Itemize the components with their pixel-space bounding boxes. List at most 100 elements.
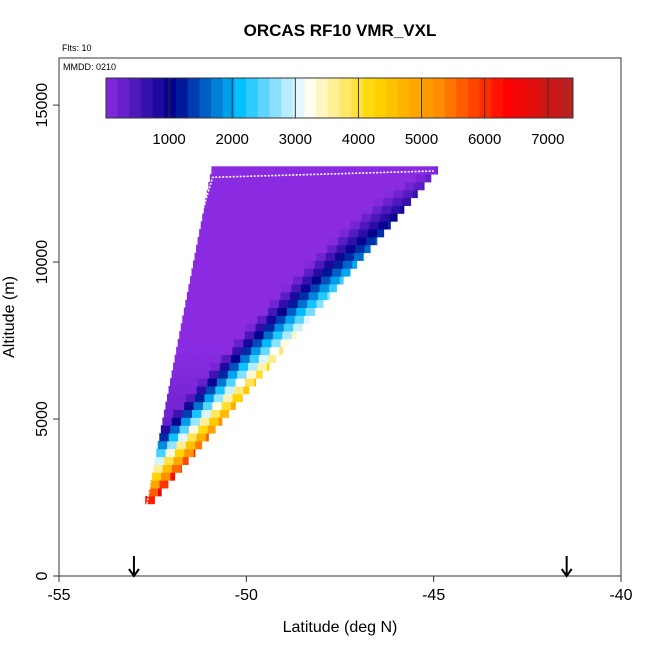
heatmap-cell <box>174 401 185 411</box>
heatmap-cell <box>225 284 236 293</box>
heatmap-cell <box>181 417 191 426</box>
heatmap-cell <box>202 401 213 411</box>
heatmap-cell <box>205 338 216 348</box>
y-tick-label: 5000 <box>34 401 51 437</box>
heatmap-cell <box>304 315 310 324</box>
colorbar-segment <box>502 78 516 118</box>
heatmap-cell <box>187 433 198 442</box>
colorbar-segment <box>327 78 340 118</box>
heatmap-cell <box>215 386 226 395</box>
colorbar-segment <box>304 78 317 118</box>
heatmap-cell <box>285 268 295 277</box>
heatmap-cell <box>170 425 180 434</box>
heatmap-cell <box>212 401 223 411</box>
heatmap-cell <box>288 252 298 261</box>
heatmap-cell <box>269 346 280 356</box>
heatmap-cell <box>216 378 227 387</box>
heatmap-cell <box>248 362 258 371</box>
heatmap-cell <box>280 338 290 348</box>
heatmap-cell <box>242 244 253 254</box>
heatmap-cell <box>241 393 243 403</box>
heatmap-cell <box>294 315 305 324</box>
heatmap-cell <box>165 448 176 458</box>
heatmap-cell <box>210 315 221 324</box>
heatmap-cell <box>328 284 337 293</box>
heatmap-cell <box>350 174 361 183</box>
heatmap-cell <box>266 315 277 324</box>
heatmap-cell <box>297 299 308 308</box>
heatmap-cell <box>400 205 405 214</box>
colorbar: 1000 2000 3000 4000 5000 6000 7000 <box>105 77 574 148</box>
heatmap-cell <box>284 174 295 183</box>
heatmap-cell <box>280 197 290 206</box>
heatmap-cell <box>317 244 328 254</box>
heatmap-cell <box>237 174 248 183</box>
heatmap-cell <box>310 236 320 246</box>
heatmap-cell <box>345 197 356 206</box>
heatmap-cell <box>311 276 322 285</box>
heatmap-cell <box>263 331 274 340</box>
heatmap-cell <box>244 236 255 246</box>
down-arrow-icon <box>560 556 573 578</box>
colorbar-segment <box>456 78 469 118</box>
heatmap-cell <box>185 441 196 450</box>
colorbar-segment <box>257 78 270 118</box>
heatmap-cell <box>308 244 319 254</box>
heatmap-cell <box>253 236 264 246</box>
heatmap-cell <box>258 213 269 222</box>
heatmap-cell <box>252 197 262 206</box>
heatmap-cell <box>228 221 239 230</box>
colorbar-segment <box>514 78 527 118</box>
heatmap-cell <box>316 299 324 308</box>
heatmap-cell <box>294 221 305 230</box>
heatmap-cell <box>210 409 221 418</box>
heatmap-cell <box>259 205 270 214</box>
heatmap-cell <box>327 197 337 206</box>
heatmap-cell <box>257 362 268 371</box>
heatmap-cell <box>277 307 288 316</box>
heatmap-cell <box>318 291 328 301</box>
x-axis: -55 -50 -45 -40 <box>47 576 633 604</box>
heatmap-cell <box>292 229 303 238</box>
heatmap-cell <box>203 252 214 261</box>
colorbar-segment <box>549 78 562 118</box>
heatmap-cell <box>166 393 177 403</box>
heatmap-cell <box>330 276 341 285</box>
heatmap-cell <box>150 480 160 489</box>
heatmap-cell <box>274 276 285 285</box>
heatmap-cell <box>348 182 359 191</box>
heatmap-cell <box>230 354 241 363</box>
heatmap-cell <box>255 276 266 285</box>
heatmap-cell <box>191 362 202 371</box>
heatmap-cell <box>154 456 165 465</box>
colorbar-segment <box>246 78 259 118</box>
heatmap-cell <box>196 386 207 395</box>
heatmap-cell <box>314 307 317 316</box>
heatmap-cell <box>264 276 275 285</box>
heatmap-cell <box>219 315 230 324</box>
heatmap-cell <box>223 197 234 206</box>
heatmap-cell <box>313 221 323 230</box>
heatmap-cell <box>250 299 261 308</box>
heatmap-cell <box>179 378 190 387</box>
heatmap-cell <box>244 189 255 199</box>
heatmap-cell <box>180 323 191 332</box>
heatmap-cell <box>377 229 385 238</box>
heatmap-cell <box>199 417 210 426</box>
heatmap-cell <box>250 205 261 214</box>
heatmap-cell <box>243 291 253 301</box>
heatmap-cell <box>321 276 331 285</box>
heatmap-cell <box>208 229 219 238</box>
heatmap-cell <box>199 370 210 379</box>
heatmap-cell <box>159 480 169 489</box>
heatmap-cell <box>210 268 220 277</box>
heatmap-cell <box>376 182 387 191</box>
heatmap-cell <box>275 268 286 277</box>
heatmap-cell <box>193 260 203 269</box>
heatmap-cell <box>258 307 269 316</box>
heatmap-cell <box>394 189 404 199</box>
heatmap-cell <box>156 448 167 458</box>
heatmap-cell <box>202 213 212 222</box>
heatmap-cell <box>235 236 245 246</box>
heatmap-cell <box>325 252 336 261</box>
